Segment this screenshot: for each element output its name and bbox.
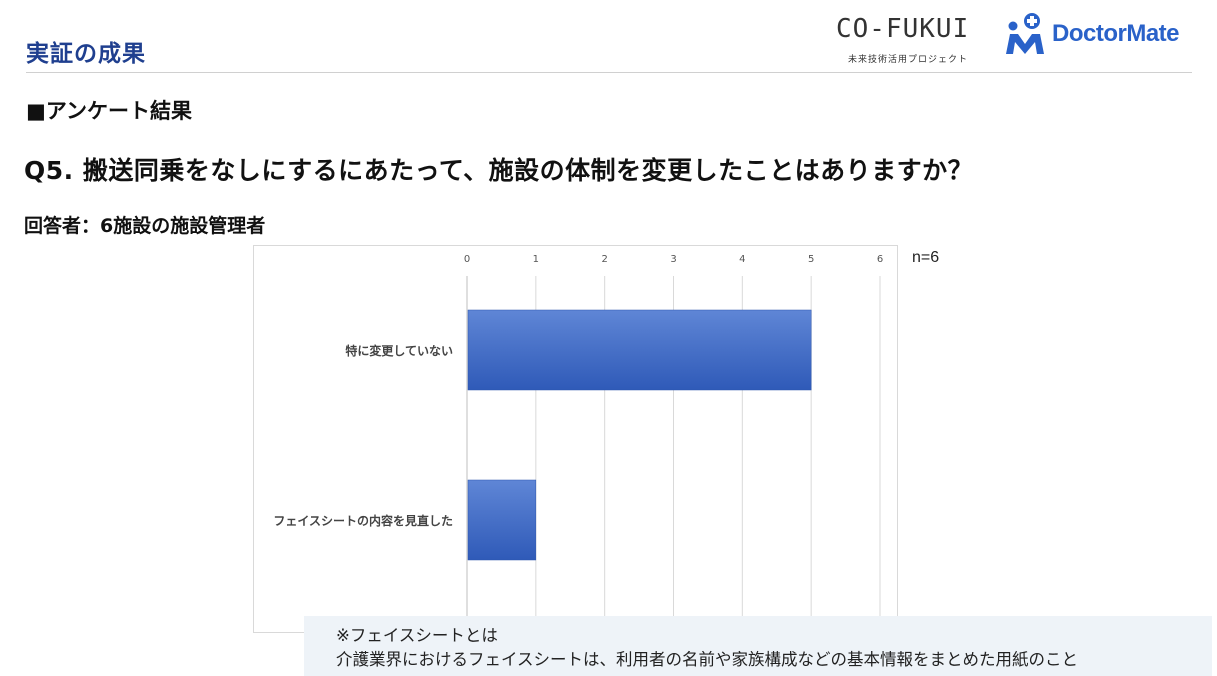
x-tick-label: 1	[533, 254, 539, 265]
header-divider	[26, 72, 1192, 73]
note-box: ※フェイスシートとは 介護業界におけるフェイスシートは、利用者の名前や家族構成な…	[304, 616, 1212, 676]
respondents-text: 回答者：6施設の施設管理者	[24, 215, 266, 237]
note-body: 介護業界におけるフェイスシートは、利用者の名前や家族構成などの基本情報をまとめた…	[336, 650, 1079, 669]
question-text: Q5. 搬送同乗をなしにするにあたって、施設の体制を変更したことはありますか？	[24, 156, 974, 185]
doctormate-logo: DoctorMate	[1004, 12, 1180, 56]
slide-title: 実証の成果	[26, 41, 146, 67]
doctormate-mark-icon	[1006, 13, 1044, 54]
cofukui-wordmark: CO-FUKUI	[836, 14, 970, 44]
note-title: ※フェイスシートとは	[336, 626, 498, 645]
x-tick-label: 0	[464, 254, 470, 265]
category-label: フェイスシートの内容を見直した	[273, 513, 453, 528]
cofukui-tagline: 未来技術活用プロジェクト	[848, 55, 969, 65]
x-tick-label: 2	[601, 254, 607, 265]
doctormate-wordmark: DoctorMate	[1052, 20, 1180, 47]
category-label: 特に変更していない	[345, 343, 453, 358]
bar	[467, 479, 537, 561]
x-tick-label: 3	[670, 254, 676, 265]
x-tick-label: 4	[739, 254, 745, 265]
x-tick-label: 5	[808, 254, 814, 265]
chart-frame: 0 1 2 3 4 5 6 特に変更していないフェイスシートの内容を見直した	[253, 245, 898, 633]
section-heading: ■アンケート結果	[26, 99, 193, 123]
x-tick-label: 6	[877, 254, 883, 265]
sample-size-label: n=6	[912, 249, 940, 266]
cofukui-logo: CO-FUKUI 未来技術活用プロジェクト	[836, 14, 986, 70]
bar	[467, 309, 812, 391]
